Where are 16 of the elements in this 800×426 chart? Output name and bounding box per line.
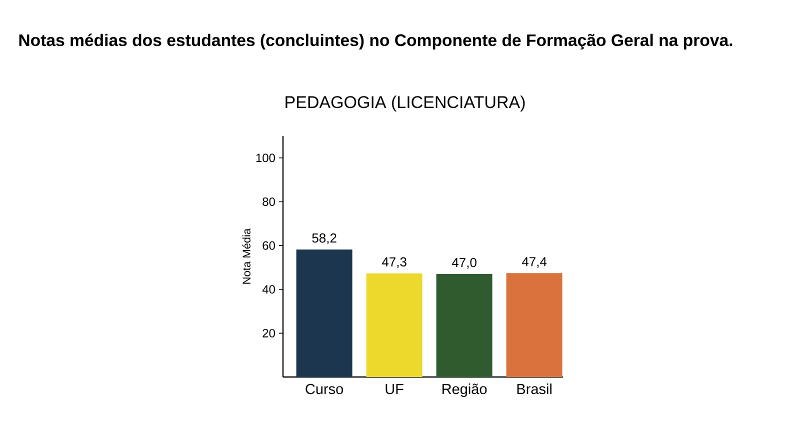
y-tick-label: 40 bbox=[262, 285, 276, 294]
data-label: 47,0 bbox=[452, 258, 476, 269]
y-axis-title: Nota Média bbox=[242, 228, 250, 284]
y-tick-label: 100 bbox=[256, 154, 276, 162]
y-tick-label: 80 bbox=[262, 197, 276, 206]
y-tick-label: 20 bbox=[262, 328, 276, 338]
chart-subtitle: PEDAGOGIA (LICENCIATURA) bbox=[286, 96, 525, 112]
data-label: 47,4 bbox=[522, 257, 547, 268]
x-tick-label: Brasil bbox=[517, 383, 552, 394]
chart-title: Notas médias dos estudantes (concluintes) no Componente de Formação Geral na prova. bbox=[19, 34, 732, 50]
data-label: 47,3 bbox=[382, 257, 406, 268]
x-tick-label: UF bbox=[386, 384, 404, 394]
y-tick-label: 60 bbox=[262, 241, 276, 250]
x-tick-label: Curso bbox=[306, 384, 344, 394]
x-tick-label: Região bbox=[442, 383, 487, 398]
data-label: 58,2 bbox=[312, 233, 336, 244]
